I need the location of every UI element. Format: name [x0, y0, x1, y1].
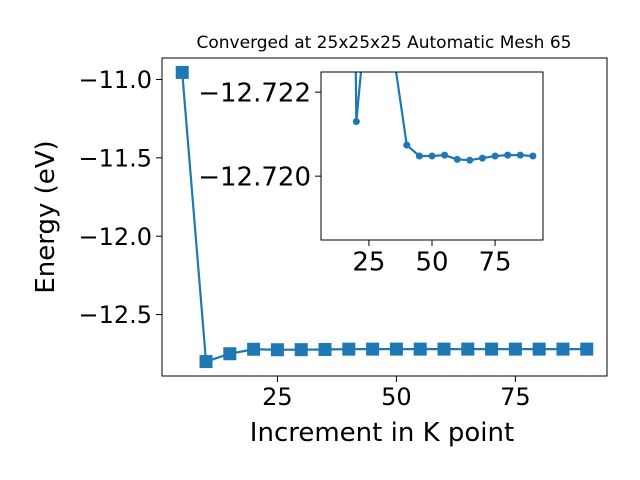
- plot-area: [175, 65, 594, 369]
- data-marker: [485, 342, 499, 356]
- data-marker: [516, 151, 524, 159]
- data-marker: [413, 342, 427, 356]
- data-marker: [270, 343, 284, 357]
- data-marker: [428, 152, 436, 160]
- data-marker: [508, 342, 522, 356]
- data-marker: [441, 151, 449, 159]
- data-marker: [342, 342, 356, 356]
- data-marker: [504, 151, 512, 159]
- data-marker: [580, 342, 594, 356]
- y-tick-label: −12.5: [78, 301, 152, 329]
- data-marker: [403, 141, 411, 149]
- y-axis-label: Energy (eV): [31, 140, 61, 293]
- data-marker: [199, 355, 213, 369]
- data-marker: [466, 156, 474, 164]
- data-marker: [491, 152, 499, 160]
- x-tick-label: 25: [352, 248, 385, 278]
- data-marker: [175, 65, 189, 79]
- x-tick-label: 25: [262, 383, 293, 411]
- data-marker: [352, 118, 360, 126]
- data-marker: [529, 152, 537, 160]
- data-marker: [478, 154, 486, 162]
- data-marker: [389, 342, 403, 356]
- data-marker: [461, 342, 475, 356]
- axes-frame: [161, 57, 608, 377]
- data-marker: [453, 155, 461, 163]
- y-tick-label: −12.722: [198, 79, 311, 109]
- x-tick-label: 75: [479, 248, 512, 278]
- data-marker: [294, 343, 308, 357]
- data-marker: [415, 152, 423, 160]
- data-marker: [532, 342, 546, 356]
- x-tick-label: 75: [500, 383, 531, 411]
- data-marker: [366, 342, 380, 356]
- x-tick-label: 50: [415, 248, 448, 278]
- plot-area: [352, 72, 537, 164]
- data-marker: [437, 342, 451, 356]
- data-marker: [247, 342, 261, 356]
- y-tick-label: −11.5: [78, 144, 152, 172]
- data-marker: [223, 347, 237, 361]
- chart-title: Converged at 25x25x25 Automatic Mesh 65: [197, 33, 572, 53]
- y-tick-label: −12.0: [78, 223, 152, 251]
- data-marker: [318, 342, 332, 356]
- y-tick-label: −12.720: [198, 163, 311, 193]
- data-marker: [556, 342, 570, 356]
- y-tick-label: −11.0: [78, 66, 152, 94]
- x-axis-label: Increment in K point: [250, 418, 514, 448]
- x-tick-label: 50: [381, 383, 412, 411]
